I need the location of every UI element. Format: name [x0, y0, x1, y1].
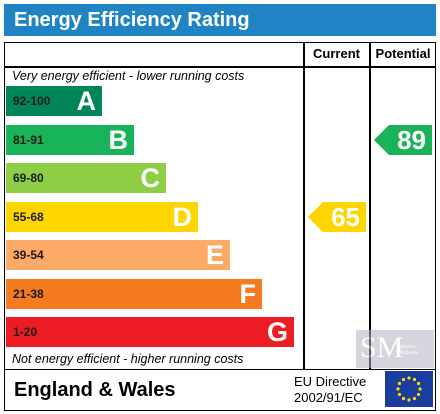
eu-directive: EU Directive 2002/91/EC — [294, 374, 384, 406]
watermark: SM Spencer Michaels — [356, 330, 434, 368]
current-rating-value: 65 — [331, 201, 360, 232]
band-letter: D — [172, 201, 193, 232]
potential-arrow-shape — [374, 124, 432, 155]
footer-frame — [4, 370, 436, 411]
band-g: 1-20 G — [6, 317, 294, 347]
eu-star — [416, 392, 421, 397]
eu-star — [396, 387, 400, 391]
band-e: 39-54 E — [6, 240, 230, 270]
eu-star — [401, 377, 406, 382]
band-range: 1-20 — [13, 325, 38, 339]
band-range: 21-38 — [13, 286, 44, 301]
region-label: England & Wales — [14, 379, 176, 401]
eu-star — [407, 376, 411, 380]
band-a: 92-100 A — [6, 86, 102, 116]
band-f: 21-38 F — [6, 278, 262, 309]
band-letter: E — [205, 240, 224, 270]
potential-column-header: Potential — [375, 46, 431, 61]
band-letter: B — [108, 124, 129, 155]
top-note: Very energy efficient - lower running co… — [12, 69, 245, 83]
eu-star — [418, 387, 422, 391]
eu-star — [412, 377, 417, 382]
band-range: 69-80 — [13, 171, 44, 185]
eu-star — [397, 381, 402, 386]
header-divider — [4, 66, 436, 68]
band-letter: C — [140, 163, 161, 193]
potential-column-divider — [369, 42, 371, 370]
eu-star — [416, 381, 421, 386]
current-column-header: Current — [313, 46, 360, 61]
eu-star — [397, 392, 402, 397]
directive-line-2: 2002/91/EC — [294, 390, 363, 405]
rating-frame — [4, 42, 436, 370]
band-b: 81-91 B — [6, 124, 134, 155]
chart-title: Energy Efficiency Rating — [14, 9, 250, 31]
eu-star — [407, 398, 411, 402]
band-range: 55-68 — [13, 209, 44, 224]
eu-star — [412, 396, 417, 401]
band-c: 69-80 C — [6, 163, 166, 193]
band-range: 81-91 — [13, 132, 44, 147]
eu-star — [401, 396, 406, 401]
band-letter: G — [266, 317, 288, 347]
band-d: 55-68 D — [6, 201, 198, 232]
watermark-text: Spencer Michaels — [396, 344, 418, 356]
potential-rating-arrow: 89 — [374, 124, 432, 155]
current-column-divider — [303, 42, 305, 370]
band-range: 92-100 — [13, 94, 51, 108]
band-letter: A — [76, 86, 97, 116]
title-bar: Energy Efficiency Rating — [4, 4, 436, 36]
current-arrow-shape — [308, 201, 366, 232]
watermark-logo: SM — [360, 331, 404, 364]
directive-line-1: EU Directive — [294, 374, 367, 389]
eu-flag-icon — [385, 371, 433, 407]
band-range: 39-54 — [13, 248, 44, 262]
current-rating-arrow: 65 — [308, 201, 366, 232]
bottom-note: Not energy efficient - higher running co… — [12, 352, 244, 366]
band-letter: F — [239, 278, 257, 309]
potential-rating-value: 89 — [397, 124, 426, 155]
